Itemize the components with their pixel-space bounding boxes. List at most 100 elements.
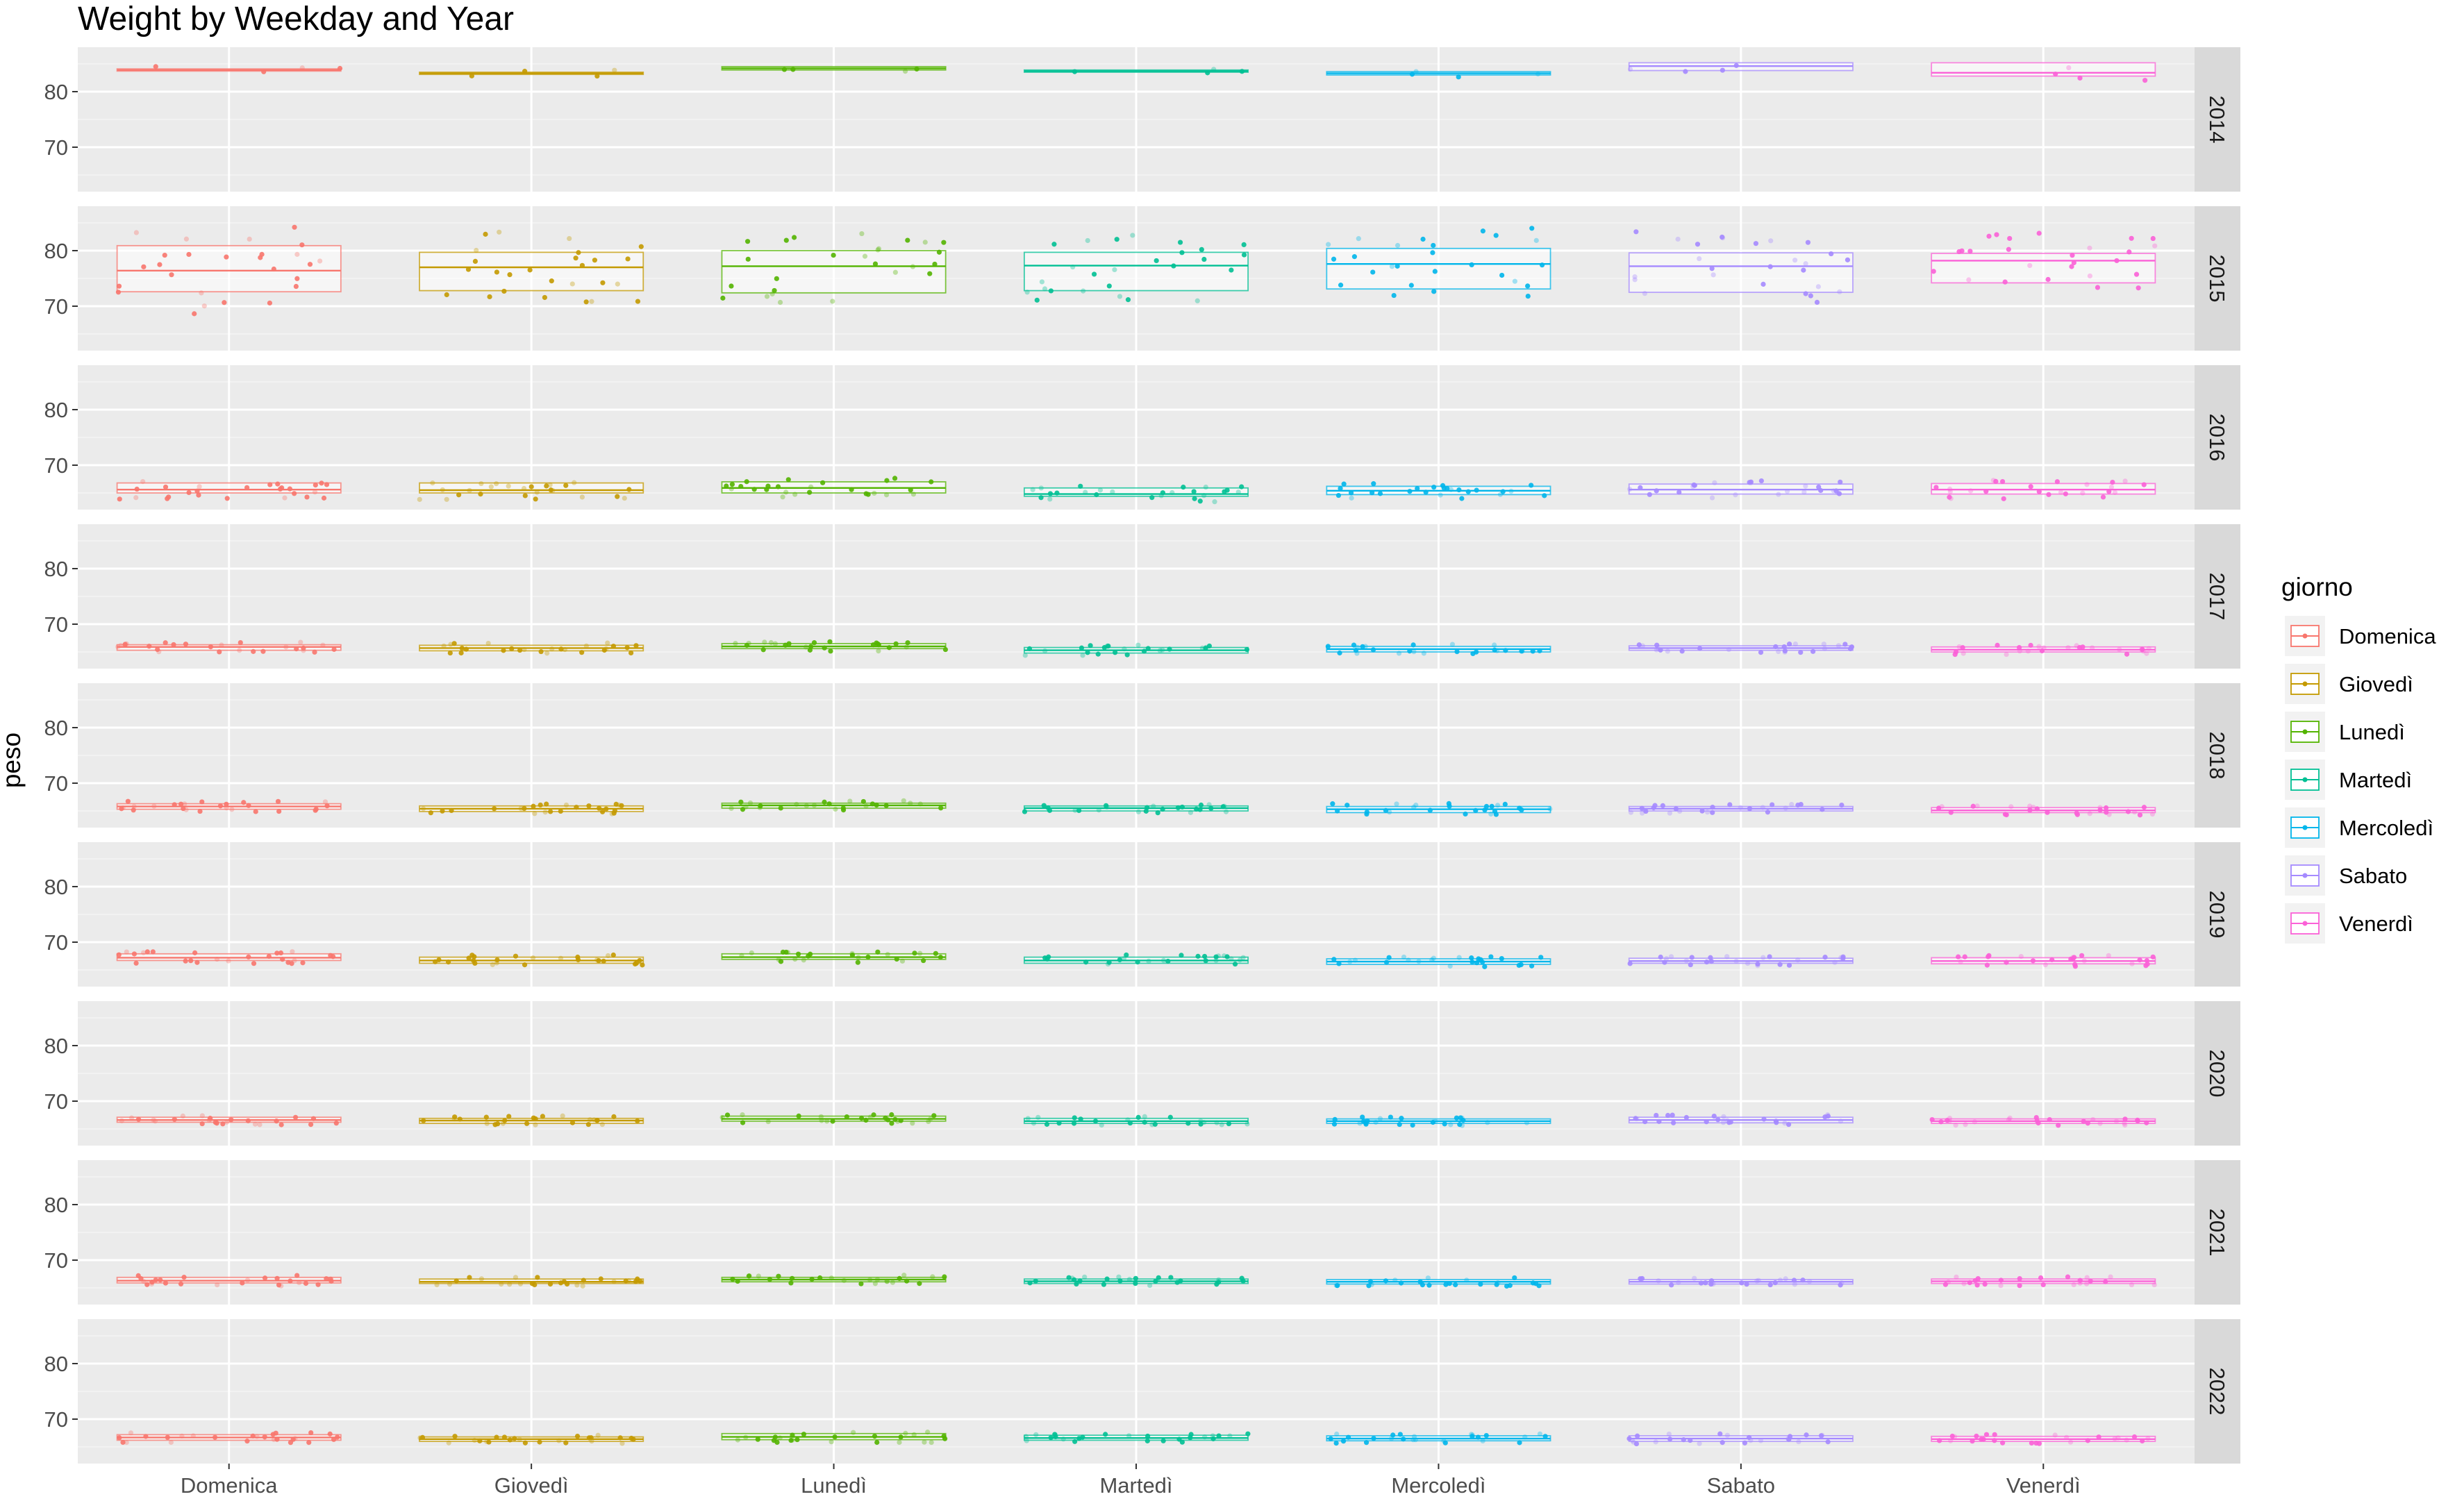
data-point <box>1999 478 2006 485</box>
data-point <box>483 1114 489 1120</box>
data-point <box>277 486 283 492</box>
data-point <box>928 1116 933 1122</box>
data-point <box>466 955 472 961</box>
data-point <box>1423 489 1429 495</box>
data-point <box>1117 1278 1123 1284</box>
data-point <box>246 803 251 808</box>
data-point <box>1947 1115 1953 1121</box>
data-point <box>1047 496 1053 502</box>
data-point <box>623 1278 629 1284</box>
data-point <box>276 808 282 814</box>
data-point <box>1755 961 1760 967</box>
legend-title: giorno <box>2281 573 2353 601</box>
box-Sabato <box>1628 642 1855 655</box>
data-point <box>190 1433 196 1439</box>
data-point <box>765 483 771 489</box>
data-point <box>440 808 445 814</box>
data-point <box>922 1439 927 1445</box>
data-point <box>1160 806 1165 812</box>
data-point <box>507 1437 513 1443</box>
box-Venerdì <box>1931 803 2156 818</box>
data-point <box>615 494 620 499</box>
data-point <box>1953 1123 1958 1128</box>
data-point <box>319 480 324 486</box>
data-point <box>1994 232 1999 237</box>
data-point <box>581 1277 586 1283</box>
data-point <box>299 242 305 248</box>
data-point <box>1041 803 1047 808</box>
data-point <box>1160 647 1165 653</box>
data-point <box>2122 1122 2128 1128</box>
data-point <box>1786 1436 1792 1442</box>
data-point <box>1104 803 1109 808</box>
data-point <box>2106 953 2111 958</box>
data-point <box>1105 962 1111 967</box>
data-point <box>2097 1121 2103 1126</box>
data-point <box>1720 1120 1726 1125</box>
data-point <box>624 645 630 651</box>
data-point <box>2080 490 2086 496</box>
data-point <box>938 805 944 811</box>
data-point <box>631 1436 636 1442</box>
box-body <box>1023 251 1249 292</box>
data-point <box>1083 489 1088 495</box>
data-point <box>2070 253 2075 258</box>
data-point <box>1839 802 1845 808</box>
data-point <box>1983 489 1989 494</box>
data-point <box>262 1434 267 1440</box>
data-point <box>768 639 774 646</box>
data-point <box>544 483 549 489</box>
data-point <box>1970 803 1976 809</box>
data-point <box>1373 1119 1379 1125</box>
data-point <box>181 805 186 812</box>
data-point <box>558 646 564 652</box>
data-point <box>1395 263 1400 269</box>
data-point <box>294 646 299 652</box>
data-point <box>1331 957 1337 962</box>
data-point <box>1224 487 1230 493</box>
data-point <box>446 1440 451 1446</box>
data-point <box>1665 1112 1671 1119</box>
data-point <box>612 808 617 814</box>
box-body <box>1326 247 1551 290</box>
data-point <box>1077 1278 1083 1284</box>
facet-panel-2020: 70 80 2020 <box>44 1001 2240 1146</box>
data-point <box>827 639 833 644</box>
data-point <box>327 1431 333 1436</box>
data-point <box>760 647 766 653</box>
data-point <box>1781 644 1787 650</box>
data-point <box>829 1439 834 1445</box>
data-point <box>574 805 579 810</box>
data-point <box>116 952 122 957</box>
data-point <box>501 288 507 294</box>
data-point <box>1738 805 1743 810</box>
data-point <box>586 1435 592 1441</box>
data-point <box>1117 294 1123 299</box>
y-tick-label: 80 <box>44 1034 68 1058</box>
data-point <box>1836 491 1842 496</box>
data-point <box>163 484 169 490</box>
data-point <box>1038 495 1044 501</box>
data-point <box>933 950 938 956</box>
data-point <box>2149 811 2156 817</box>
data-point <box>1683 958 1689 964</box>
data-point <box>1986 954 1991 960</box>
box-Sabato <box>1626 1431 1854 1447</box>
data-point <box>483 231 488 237</box>
data-point <box>862 253 868 259</box>
data-point <box>2084 482 2090 487</box>
data-point <box>764 294 770 299</box>
data-point <box>1939 804 1945 810</box>
data-point <box>777 299 783 305</box>
y-tick-label: 80 <box>44 80 68 104</box>
data-point <box>596 957 601 964</box>
data-point <box>1431 955 1436 961</box>
data-point <box>1396 651 1402 656</box>
data-point <box>2039 648 2045 654</box>
data-point <box>1198 1119 1204 1124</box>
data-point <box>1947 486 1953 492</box>
data-point <box>1475 1434 1481 1440</box>
panel-content <box>116 1112 2156 1128</box>
data-point <box>849 952 856 958</box>
box-Venerdì <box>1929 1114 2156 1128</box>
